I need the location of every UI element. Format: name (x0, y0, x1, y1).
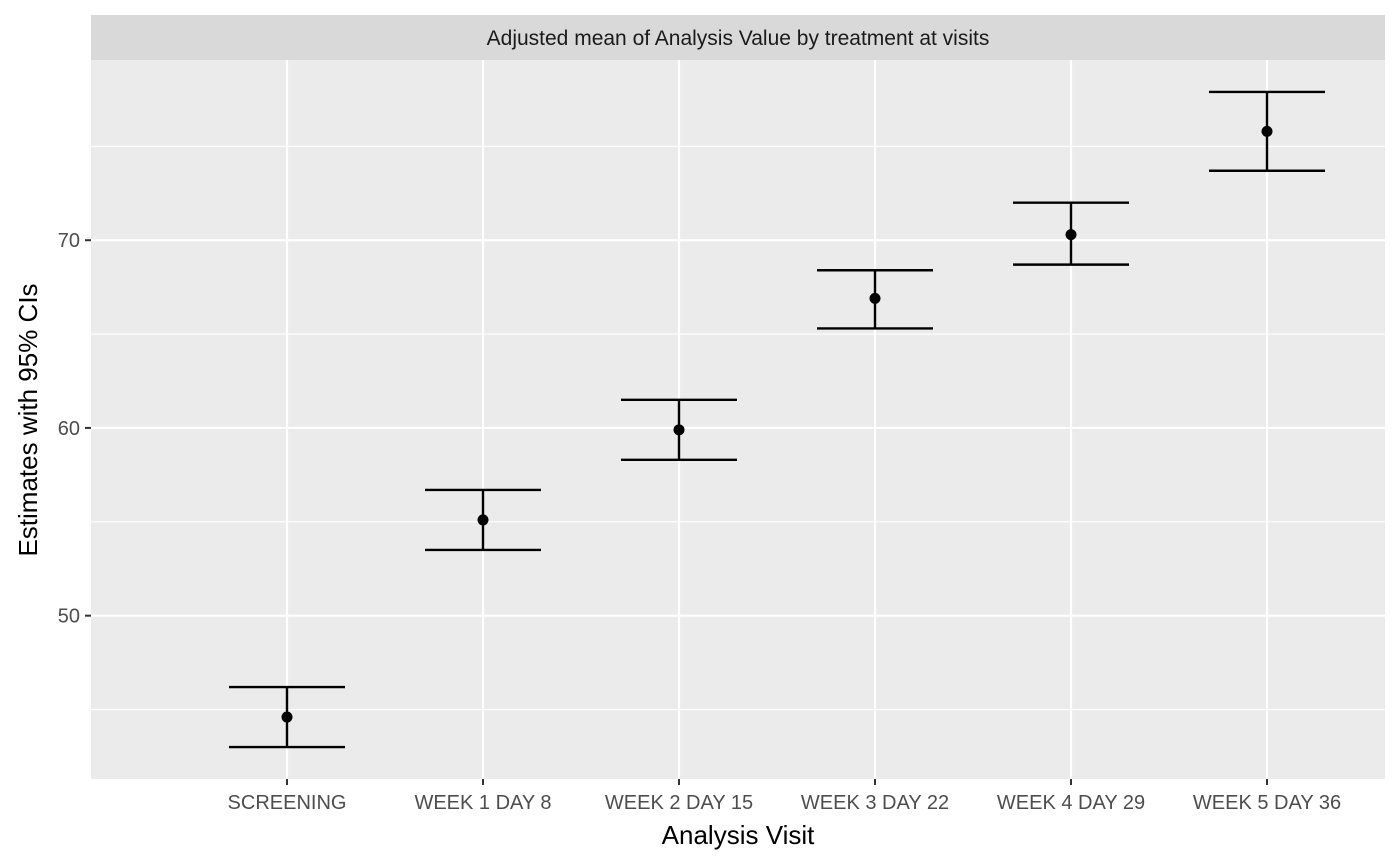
x-tick-label: WEEK 1 DAY 8 (414, 792, 551, 814)
x-tick-label: WEEK 5 DAY 36 (1193, 792, 1341, 814)
y-tick-label: 70 (58, 230, 80, 252)
x-tick-label: WEEK 2 DAY 15 (605, 792, 753, 814)
estimate-point (1065, 229, 1077, 241)
x-tick-label: WEEK 3 DAY 22 (801, 792, 949, 814)
chart-title: Adjusted mean of Analysis Value by treat… (487, 27, 990, 50)
errorbar-marks (229, 90, 1325, 749)
plot-panel (91, 60, 1385, 779)
estimate-point (1261, 125, 1273, 137)
facet-strip (91, 15, 1385, 60)
grid-minor (91, 145, 1385, 711)
estimate-point (869, 292, 881, 304)
estimate-point (477, 514, 489, 526)
y-tick-label: 60 (58, 418, 80, 440)
x-tick-label: WEEK 4 DAY 29 (997, 792, 1145, 814)
x-tick-label: SCREENING (228, 792, 347, 814)
y-tick-label: 50 (58, 606, 80, 628)
estimate-point (281, 711, 293, 723)
estimate-point (673, 424, 685, 436)
y-axis-title: Estimates with 95% CIs (13, 283, 43, 556)
x-axis: SCREENING WEEK 1 DAY 8 WEEK 2 DAY 15 WEEK 3… (228, 779, 1341, 814)
y-axis: 50 60 70 (58, 230, 91, 628)
x-axis-title: Analysis Visit (662, 820, 815, 850)
